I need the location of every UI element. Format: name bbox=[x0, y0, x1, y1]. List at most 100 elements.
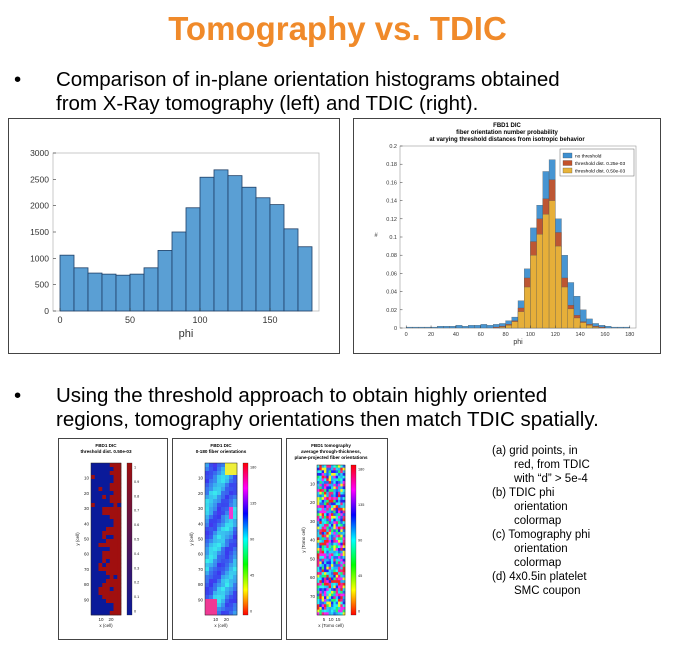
map-cell bbox=[91, 483, 96, 488]
map-cell bbox=[106, 567, 111, 572]
map-cell bbox=[340, 582, 343, 586]
map-cell bbox=[342, 531, 346, 535]
map-cell bbox=[117, 539, 122, 544]
map-cell bbox=[340, 598, 343, 602]
map-cell bbox=[102, 531, 107, 536]
map-cell bbox=[321, 548, 325, 552]
map-cell bbox=[335, 523, 339, 527]
map-cell bbox=[229, 519, 234, 524]
map-cell bbox=[94, 563, 99, 568]
map-cell bbox=[221, 499, 226, 504]
map-cell bbox=[205, 531, 210, 536]
map-cell bbox=[326, 499, 329, 503]
histogram-bar bbox=[511, 321, 519, 329]
map-cell bbox=[335, 510, 339, 514]
map-cell bbox=[221, 567, 226, 572]
map-cell bbox=[324, 542, 327, 546]
map-cell bbox=[102, 495, 107, 500]
map-cell bbox=[213, 563, 218, 568]
map-cell bbox=[221, 487, 226, 492]
map-cell bbox=[94, 463, 99, 468]
map-cell bbox=[209, 519, 214, 524]
map-cell bbox=[233, 567, 238, 572]
map-cell bbox=[326, 502, 329, 506]
map-cell bbox=[106, 595, 111, 600]
histogram-bar bbox=[199, 176, 215, 312]
map-cell bbox=[338, 473, 341, 477]
y-tick-label: 0 bbox=[394, 326, 397, 332]
map-cell bbox=[205, 571, 210, 576]
map-cell bbox=[335, 534, 339, 538]
map-cell bbox=[233, 555, 238, 560]
map-cell bbox=[106, 583, 111, 588]
map-cell bbox=[331, 588, 334, 592]
map-cell bbox=[321, 537, 325, 541]
map-cell bbox=[333, 609, 336, 613]
map-cell bbox=[94, 507, 99, 512]
map-cell bbox=[117, 603, 122, 608]
map-cell bbox=[217, 611, 222, 616]
map-cell bbox=[109, 611, 114, 616]
map-cell bbox=[338, 604, 341, 608]
map-cell bbox=[94, 499, 99, 504]
map-cell bbox=[340, 505, 343, 509]
map-cell bbox=[338, 515, 341, 519]
histogram-bar bbox=[73, 267, 89, 312]
map-cell bbox=[324, 566, 327, 570]
map-cell bbox=[331, 596, 334, 600]
map-cell bbox=[102, 579, 107, 584]
colorbar-tick-label: 0.1 bbox=[134, 595, 139, 599]
map-cell bbox=[217, 523, 222, 528]
map-cell bbox=[221, 575, 226, 580]
map-cell bbox=[324, 553, 327, 557]
map-cell bbox=[324, 550, 327, 554]
map-cell bbox=[317, 564, 320, 568]
map-cell bbox=[102, 499, 107, 504]
map-cell bbox=[326, 523, 329, 527]
y-tick-label: 40 bbox=[198, 521, 204, 526]
map-cell bbox=[106, 507, 111, 512]
map-cell bbox=[94, 583, 99, 588]
map-cell bbox=[205, 539, 210, 544]
map-cell bbox=[340, 553, 343, 557]
map-cell bbox=[98, 607, 103, 612]
colorbar-tick-label: 0 bbox=[134, 610, 136, 614]
map-cell bbox=[326, 561, 329, 565]
map-cell bbox=[317, 585, 320, 589]
map-cell bbox=[109, 599, 114, 604]
map-cell bbox=[233, 471, 238, 476]
map-cell bbox=[109, 483, 114, 488]
map-cell bbox=[225, 499, 230, 504]
map-cell bbox=[328, 491, 332, 495]
map-cell bbox=[113, 499, 118, 504]
map-cell bbox=[102, 527, 107, 532]
map-cell bbox=[317, 601, 320, 605]
map-cell bbox=[94, 587, 99, 592]
map-cell bbox=[321, 494, 325, 498]
map-cell bbox=[233, 595, 238, 600]
map-cell bbox=[319, 542, 322, 546]
histogram-bar bbox=[586, 325, 593, 329]
map-cell bbox=[225, 543, 230, 548]
map-cell bbox=[333, 537, 336, 541]
map-cell bbox=[317, 513, 320, 517]
map-cell bbox=[213, 543, 218, 548]
colorbar-tick-label: 0.4 bbox=[134, 552, 139, 556]
map-cell bbox=[225, 463, 230, 468]
map-cell bbox=[98, 495, 103, 500]
bullet-marker: • bbox=[14, 384, 22, 407]
map-cell bbox=[340, 526, 343, 530]
map-cell bbox=[335, 585, 339, 589]
caption-line: red, from TDIC bbox=[514, 459, 590, 471]
map-cell bbox=[335, 499, 339, 503]
map-cell bbox=[317, 505, 320, 509]
map-cell bbox=[340, 481, 343, 485]
map-cell bbox=[340, 465, 343, 468]
map-cell bbox=[342, 505, 346, 509]
map-cell bbox=[317, 574, 320, 578]
map-cell bbox=[324, 593, 327, 597]
map-cell bbox=[333, 515, 336, 519]
histogram-bar bbox=[412, 326, 419, 329]
map-cell bbox=[335, 513, 339, 517]
map-cell bbox=[342, 569, 346, 573]
